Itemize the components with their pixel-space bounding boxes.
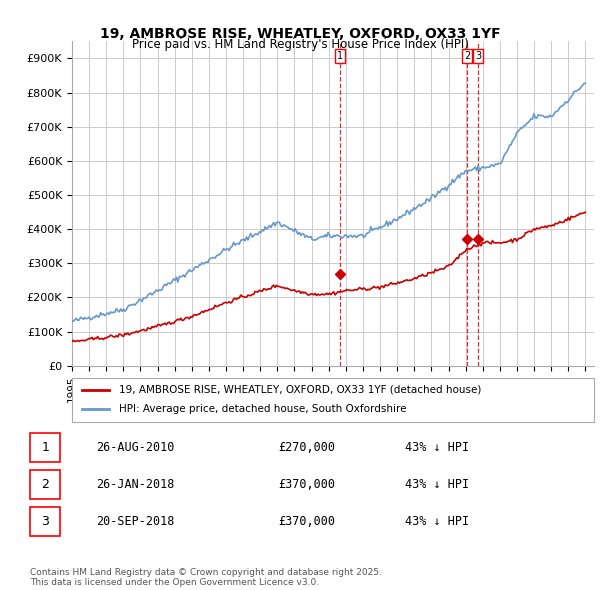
Text: HPI: Average price, detached house, South Oxfordshire: HPI: Average price, detached house, Sout…	[119, 405, 406, 414]
Text: 3: 3	[475, 51, 481, 61]
Text: £270,000: £270,000	[278, 441, 335, 454]
Text: 43% ↓ HPI: 43% ↓ HPI	[406, 515, 469, 528]
Text: Price paid vs. HM Land Registry's House Price Index (HPI): Price paid vs. HM Land Registry's House …	[131, 38, 469, 51]
Text: 3: 3	[41, 515, 49, 528]
FancyBboxPatch shape	[72, 378, 594, 422]
Text: 2: 2	[464, 51, 470, 61]
Text: 19, AMBROSE RISE, WHEATLEY, OXFORD, OX33 1YF: 19, AMBROSE RISE, WHEATLEY, OXFORD, OX33…	[100, 27, 500, 41]
FancyBboxPatch shape	[30, 470, 61, 499]
FancyBboxPatch shape	[30, 507, 61, 536]
Text: 2: 2	[41, 478, 49, 491]
Text: 26-JAN-2018: 26-JAN-2018	[96, 478, 175, 491]
Text: £370,000: £370,000	[278, 478, 335, 491]
Text: £370,000: £370,000	[278, 515, 335, 528]
Text: 1: 1	[337, 51, 343, 61]
Text: 43% ↓ HPI: 43% ↓ HPI	[406, 478, 469, 491]
Text: 26-AUG-2010: 26-AUG-2010	[96, 441, 175, 454]
Text: 19, AMBROSE RISE, WHEATLEY, OXFORD, OX33 1YF (detached house): 19, AMBROSE RISE, WHEATLEY, OXFORD, OX33…	[119, 385, 481, 395]
Text: 20-SEP-2018: 20-SEP-2018	[96, 515, 175, 528]
Text: 1: 1	[41, 441, 49, 454]
Text: Contains HM Land Registry data © Crown copyright and database right 2025.
This d: Contains HM Land Registry data © Crown c…	[30, 568, 382, 587]
Text: 43% ↓ HPI: 43% ↓ HPI	[406, 441, 469, 454]
FancyBboxPatch shape	[30, 433, 61, 461]
